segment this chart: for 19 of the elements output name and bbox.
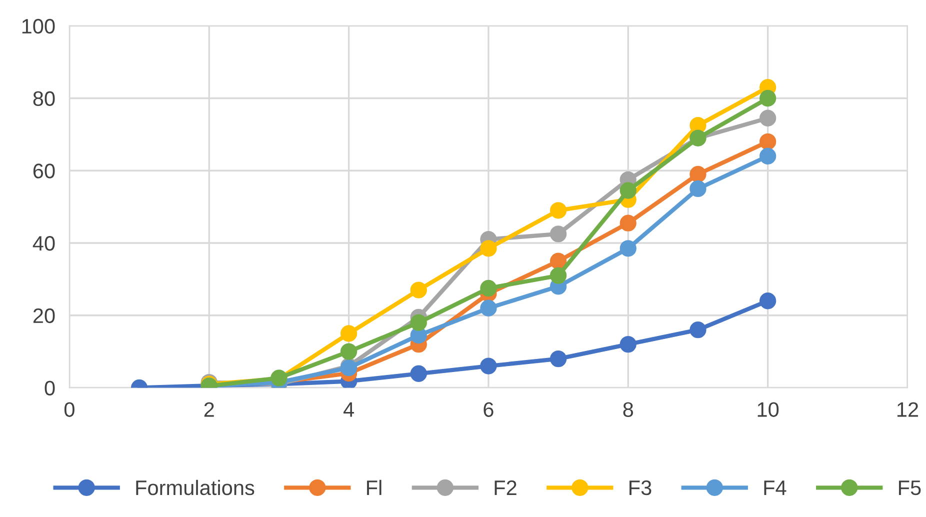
y-tick-label: 100 (22, 18, 55, 34)
x-tick-label: 2 (204, 402, 214, 417)
legend-label: Fl (367, 480, 382, 495)
y-tick-label: 80 (33, 91, 55, 106)
legend-label: F3 (630, 480, 652, 496)
x-tick-label: 10 (758, 402, 779, 417)
x-tick-label: 12 (897, 402, 918, 417)
y-tick-label: 0 (44, 380, 55, 396)
y-tick-label: 40 (32, 236, 55, 251)
x-tick-label: 6 (484, 402, 494, 417)
legend-label: Formulations (136, 480, 254, 496)
legend-label: F5 (898, 480, 921, 496)
y-tick-label: 60 (33, 164, 55, 178)
x-tick-label: 4 (343, 402, 354, 417)
y-tick-label: 20 (33, 308, 55, 324)
x-tick-label: 8 (623, 402, 634, 417)
x-tick-label: 0 (64, 402, 74, 417)
legend-label: F2 (494, 480, 516, 495)
legend-label: F4 (764, 480, 786, 495)
